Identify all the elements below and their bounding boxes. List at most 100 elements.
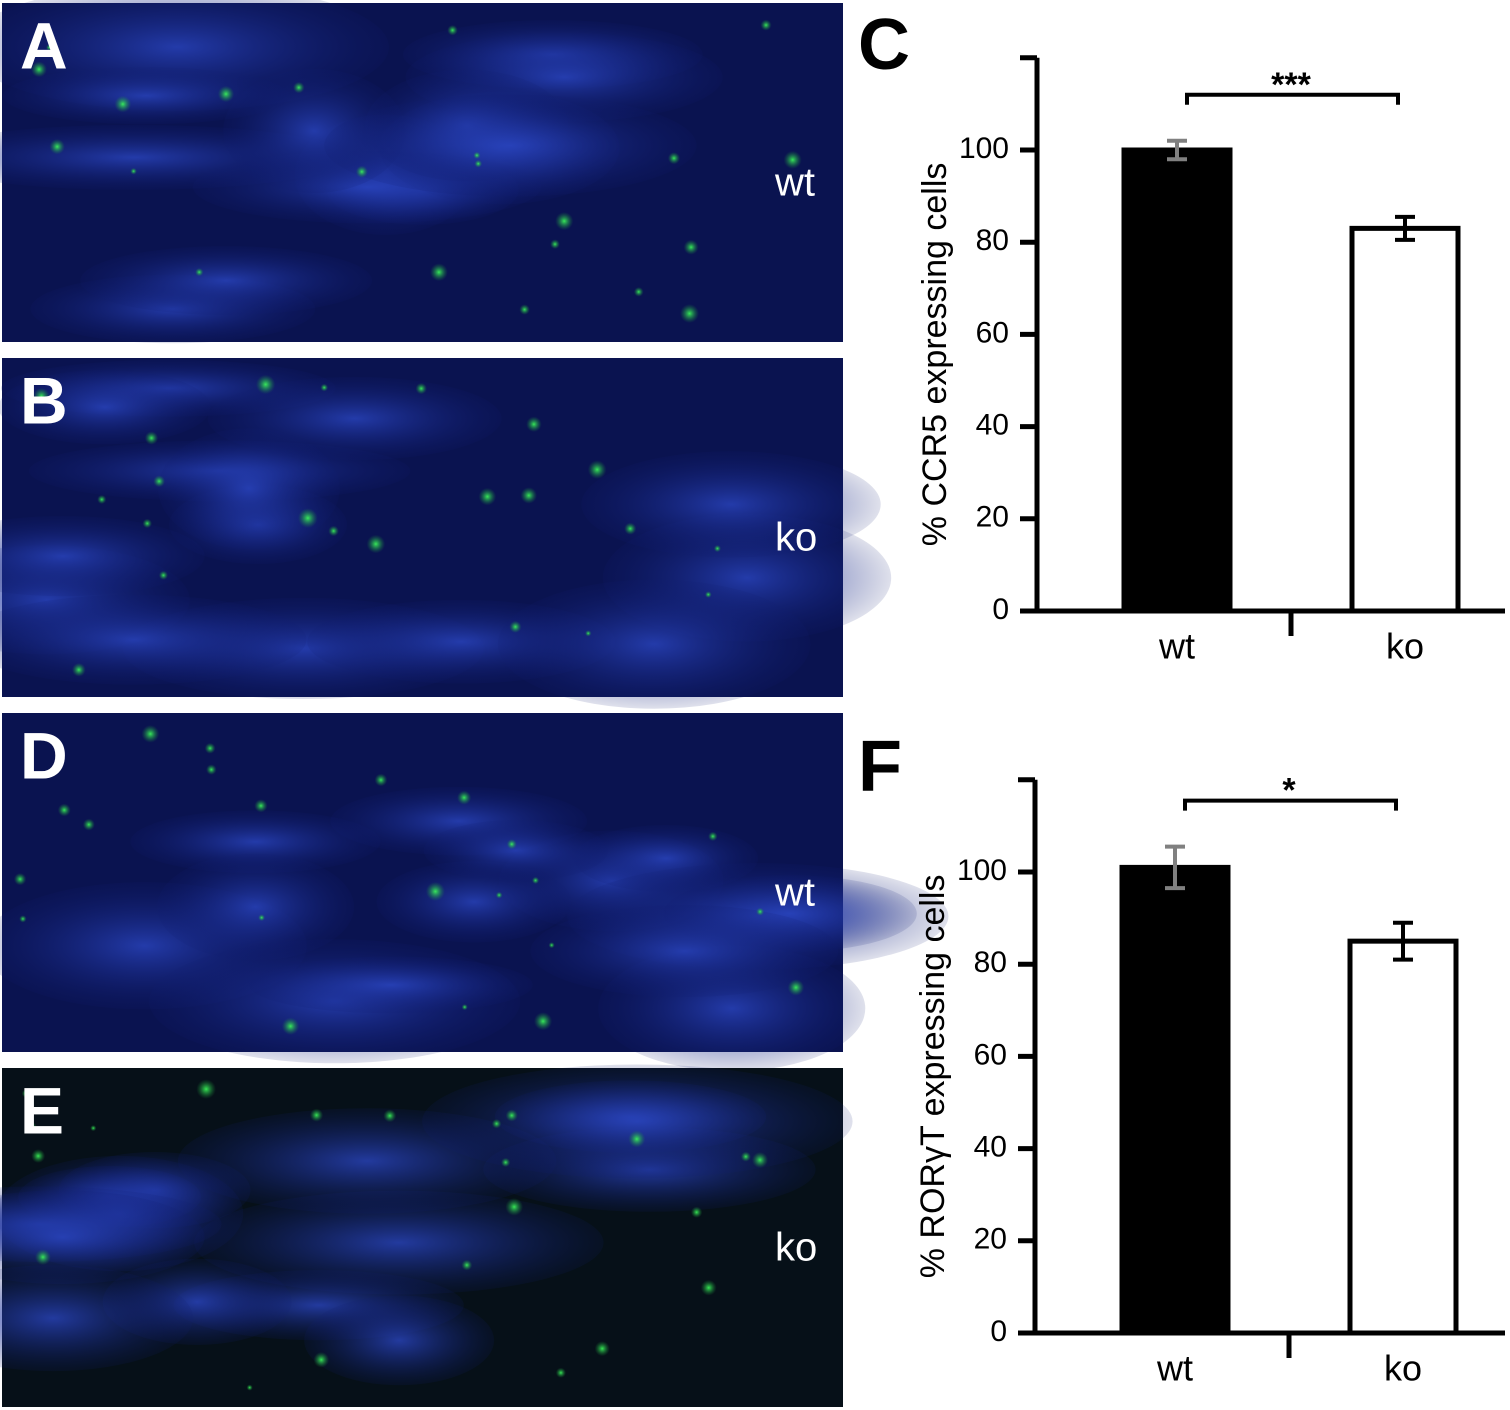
error-bar: [1393, 920, 1413, 962]
stain: [31, 1149, 46, 1163]
y-tick-label: 40: [976, 409, 1009, 442]
stain: [383, 1109, 397, 1123]
tissue: [530, 905, 839, 998]
stain: [751, 1151, 769, 1169]
stain: [500, 1157, 511, 1168]
y-axis-label: % RORγT expressing cells: [914, 875, 952, 1279]
stain: [594, 1341, 610, 1357]
stain: [141, 724, 160, 743]
tissue: [157, 853, 355, 961]
stain: [415, 382, 427, 395]
stain: [506, 839, 517, 850]
tissue: [376, 861, 572, 943]
stain: [587, 460, 607, 479]
stain: [21, 1089, 31, 1098]
stain: [519, 304, 530, 315]
stain: [320, 383, 329, 392]
bar: [1121, 147, 1233, 614]
stain: [246, 1384, 253, 1391]
x-tick-label: wt: [1156, 1348, 1193, 1389]
panel-letter: D: [20, 718, 68, 792]
micrographs: [0, 0, 949, 1407]
stain: [196, 1079, 217, 1099]
stain: [31, 61, 47, 78]
stain: [97, 494, 107, 505]
error-bar: [1167, 138, 1187, 162]
stain: [254, 799, 268, 813]
stain: [550, 239, 560, 250]
stain: [704, 591, 712, 598]
panel-letter: C: [858, 5, 910, 85]
stain: [34, 1249, 51, 1266]
significance: *: [1282, 772, 1296, 810]
stain: [457, 790, 472, 805]
stain: [49, 138, 65, 155]
stain: [297, 508, 318, 529]
y-tick-label: 80: [974, 946, 1007, 979]
stain: [461, 1003, 468, 1011]
y-tick-label: 40: [974, 1131, 1007, 1164]
stain: [683, 239, 699, 255]
x-tick-label: ko: [1384, 1348, 1422, 1389]
x-tick-label: ko: [1386, 626, 1424, 667]
y-tick-label: 100: [957, 854, 1007, 887]
panel-label: ko: [775, 1226, 817, 1270]
y-tick-label: 60: [976, 316, 1009, 349]
tissue: [0, 1265, 194, 1372]
stain: [130, 167, 137, 175]
panel-letter: B: [20, 363, 68, 437]
stain: [425, 881, 445, 902]
stain: [548, 942, 555, 949]
stain: [585, 630, 592, 637]
tissue: [304, 1295, 495, 1386]
stain: [19, 915, 27, 923]
tissue: [0, 369, 211, 445]
x-tick-label: wt: [1158, 626, 1195, 667]
stain: [217, 85, 235, 103]
stain: [46, 44, 53, 51]
stain: [478, 487, 497, 506]
panel-label: wt: [774, 161, 815, 205]
y-tick-label: 0: [992, 593, 1009, 626]
stain: [491, 1118, 502, 1129]
bar: [1349, 225, 1461, 614]
stain: [520, 487, 538, 504]
tissue: [497, 579, 811, 709]
y-axis-label: % CCR5 expressing cells: [916, 163, 954, 547]
stain: [313, 1351, 330, 1368]
stain: [281, 1017, 300, 1035]
tissue: [0, 516, 205, 597]
stain: [783, 150, 802, 169]
stain: [258, 914, 266, 922]
stain: [90, 1125, 97, 1132]
stain: [57, 803, 71, 817]
tissue: [158, 428, 340, 549]
y-tick-label: 100: [959, 132, 1009, 165]
tissue: [0, 1190, 205, 1285]
stain: [204, 742, 216, 754]
tissue: [194, 1190, 604, 1295]
stain: [142, 518, 152, 529]
panel-label: wt: [774, 871, 815, 915]
stain: [505, 1109, 518, 1122]
stain: [473, 151, 481, 159]
stain: [628, 1130, 646, 1148]
stain: [430, 263, 448, 282]
stain: [328, 525, 339, 537]
tissue: [0, 594, 307, 685]
stain: [158, 570, 169, 580]
stain: [713, 544, 722, 553]
stain: [533, 1012, 553, 1031]
stain: [355, 165, 368, 178]
stain: [495, 891, 503, 899]
tissue: [581, 451, 881, 558]
tissue: [249, 956, 533, 1014]
stain: [206, 764, 217, 775]
bar: [1119, 864, 1231, 1336]
stain: [447, 24, 458, 36]
stain: [690, 1206, 703, 1218]
stain: [509, 620, 522, 633]
panel-letter: E: [20, 1073, 64, 1147]
